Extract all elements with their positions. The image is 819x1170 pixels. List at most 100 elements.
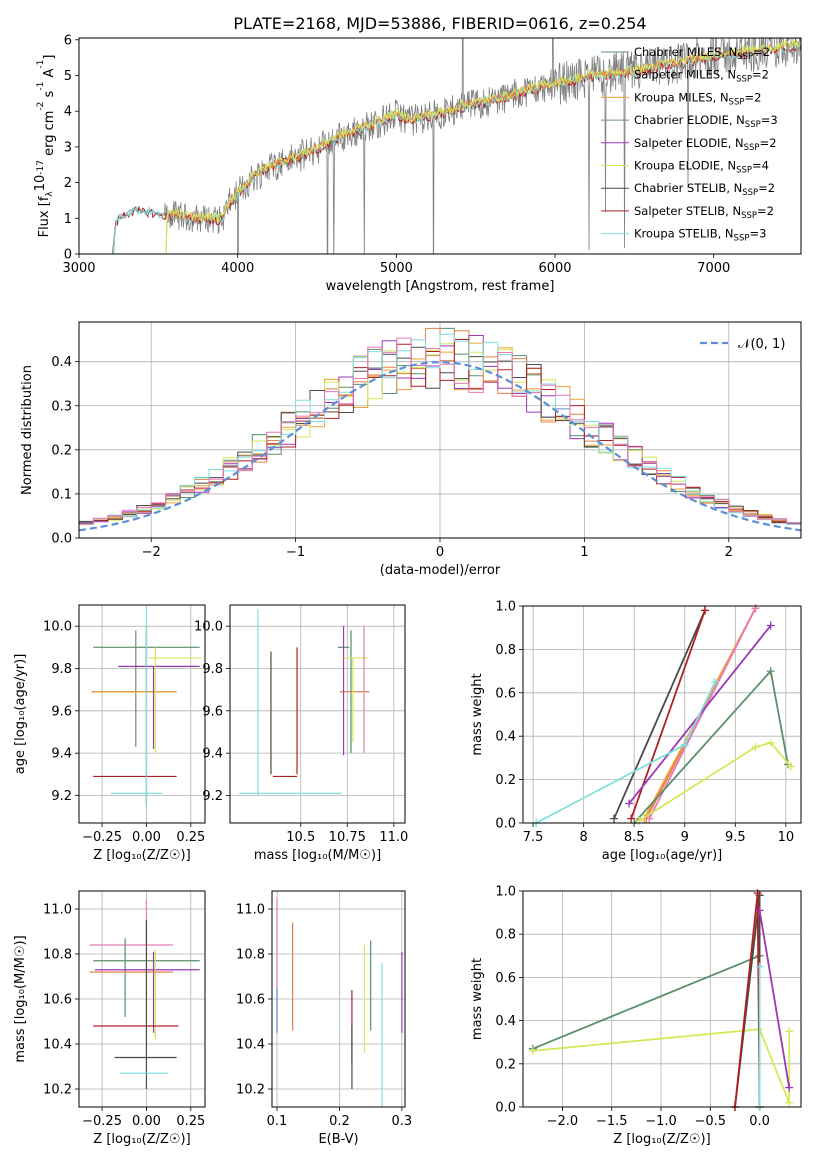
y-tick-label: 10.4 <box>236 1038 265 1053</box>
y-tick-label: 0.8 <box>495 928 516 943</box>
x-tick-label: 8.5 <box>624 830 645 845</box>
gaussian-reference-curve <box>79 360 801 532</box>
legend-label: Kroupa ELODIE, N <box>634 159 736 173</box>
legend-sub: SSP <box>742 188 758 198</box>
x-tick-label: 0 <box>436 545 444 560</box>
weight-point-marker <box>627 814 636 823</box>
y-axis-label: mass [log₁₀(M/M☉)] <box>13 935 28 1062</box>
y-axis-label-part: -17 <box>36 160 46 175</box>
y-tick-label: 10.6 <box>236 993 265 1008</box>
weight-point-marker <box>755 962 764 971</box>
legend-entry: Chabrier MILES, NSSP=2 <box>634 45 770 62</box>
legend-sub: SSP <box>744 143 760 153</box>
plot-frame <box>78 321 802 539</box>
histogram-step-line <box>79 337 801 525</box>
x-axis-label: Z [log₁₀(Z/Z☉)] <box>93 1132 190 1147</box>
y-tick-label: 0 <box>64 248 72 263</box>
weight-point-marker <box>766 621 775 630</box>
weight-line <box>758 910 791 1088</box>
x-tick-label: −0.25 <box>82 1114 122 1129</box>
x-tick-label: −2.0 <box>547 1114 579 1129</box>
legend-entry: Salpeter ELODIE, NSSP=2 <box>634 136 777 153</box>
y-tick-label: 0.1 <box>51 487 72 502</box>
weight-point-marker <box>645 814 654 823</box>
x-tick-label: 6000 <box>538 261 571 276</box>
weight-point-marker <box>751 604 760 613</box>
legend-eq: =3 <box>749 227 766 241</box>
weight-line <box>613 609 706 820</box>
errorbar-series <box>89 900 200 1089</box>
y-tick-label: 9.2 <box>51 789 72 804</box>
legend-label: Chabrier STELIB, N <box>634 181 742 195</box>
y-tick-label: 0.0 <box>51 532 72 547</box>
y-axis-label: Normed distribution <box>20 365 35 495</box>
y-tick-label: 10.0 <box>194 620 223 635</box>
y-axis-label-part: Flux [f <box>37 196 52 237</box>
weight-line <box>535 681 716 824</box>
y-tick-label: 9.4 <box>202 747 223 762</box>
y-tick-label: 0.2 <box>495 773 516 788</box>
weight-vs-age-panel: 7.5 8 8.5 9 9.5 10 0.0 0.2 0.4 0.6 0.8 1.0 age [log₁… <box>470 600 802 863</box>
y-axis-label-part: ] <box>42 55 57 60</box>
y-tick-label: 0.6 <box>495 971 516 986</box>
y-tick-label: 0.4 <box>495 1014 516 1029</box>
histogram-series <box>79 327 801 532</box>
legend-eq: =3 <box>761 113 778 127</box>
spectrum-model-line <box>164 38 801 254</box>
y-tick-label: 0.0 <box>495 817 516 832</box>
legend-entry: Salpeter STELIB, NSSP=2 <box>634 204 774 221</box>
x-tick-label: 10.75 <box>329 830 366 845</box>
y-tick-label: 0.0 <box>495 1101 516 1116</box>
legend-sub: SSP <box>736 166 752 176</box>
legend-entry: Salpeter MILES, NSSP=2 <box>634 68 769 85</box>
legend-eq: =2 <box>752 68 769 82</box>
mass-vs-ebv-panel: 0.1 0.2 0.3 10.2 10.4 10.6 10.8 11.0 E(B-V) <box>236 890 413 1147</box>
x-tick-label: 0.25 <box>176 830 205 845</box>
x-axis-label: Z [log₁₀(Z/Z☉)] <box>93 848 190 863</box>
y-tick-label: 2 <box>64 176 72 191</box>
x-tick-label: −1.5 <box>596 1114 628 1129</box>
y-tick-label: 1.0 <box>495 885 516 900</box>
legend-label: Salpeter STELIB, N <box>634 204 741 218</box>
y-tick-label: 10.8 <box>43 948 72 963</box>
legend-label: Chabrier MILES, N <box>634 45 737 59</box>
x-tick-label: 9 <box>681 830 689 845</box>
legend-eq: =4 <box>752 159 769 173</box>
y-tick-label: 4 <box>64 105 72 120</box>
x-tick-label: 0.3 <box>392 1114 413 1129</box>
legend-eq: =2 <box>758 181 775 195</box>
plot-frame <box>229 604 406 824</box>
plot-frame <box>78 604 206 824</box>
weight-point-marker <box>528 1046 537 1055</box>
legend-label: Salpeter ELODIE, N <box>634 136 744 150</box>
legend-eq: =2 <box>753 45 770 59</box>
x-axis-label: E(B-V) <box>318 1132 358 1147</box>
y-tick-label: 0.6 <box>495 686 516 701</box>
y-tick-label: 9.6 <box>51 704 72 719</box>
x-tick-label: 9.5 <box>725 830 746 845</box>
weight-point-marker <box>755 906 764 915</box>
weight-point-marker <box>785 1098 794 1107</box>
y-tick-label: 10.0 <box>43 620 72 635</box>
plot-frame <box>522 890 802 1108</box>
x-tick-label: 0.2 <box>329 1114 350 1129</box>
x-tick-label: 0.00 <box>132 1114 161 1129</box>
age-vs-metallicity-panel: −0.25 0.00 0.25 9.2 9.4 9.6 9.8 10.0 Z [log₁₀(Z/… <box>13 604 206 863</box>
x-axis-label: (data-model)/error <box>380 563 501 578</box>
y-axis-label-part: -1 <box>36 60 46 69</box>
x-tick-label: 4000 <box>221 261 254 276</box>
y-axis-label-part: -1 <box>36 82 46 91</box>
y-tick-label: 0.2 <box>51 443 72 458</box>
legend-sub: SSP <box>737 52 753 62</box>
x-tick-label: 1 <box>580 545 588 560</box>
y-axis-label-part: erg cm <box>42 111 57 160</box>
x-tick-label: 10 <box>778 830 795 845</box>
mass-vs-metallicity-panel: −0.25 0.00 0.25 10.2 10.4 10.6 10.8 11.0 Z [log₁… <box>13 890 206 1147</box>
weight-point-marker <box>700 606 709 615</box>
x-axis-label: Z [log₁₀(Z/Z☉)] <box>613 1132 710 1147</box>
weight-point-marker <box>680 740 689 749</box>
spectrum-lines <box>111 38 801 254</box>
legend-label: Chabrier ELODIE, N <box>634 113 745 127</box>
y-tick-label: 0.4 <box>495 730 516 745</box>
y-tick-label: 1 <box>64 212 72 227</box>
